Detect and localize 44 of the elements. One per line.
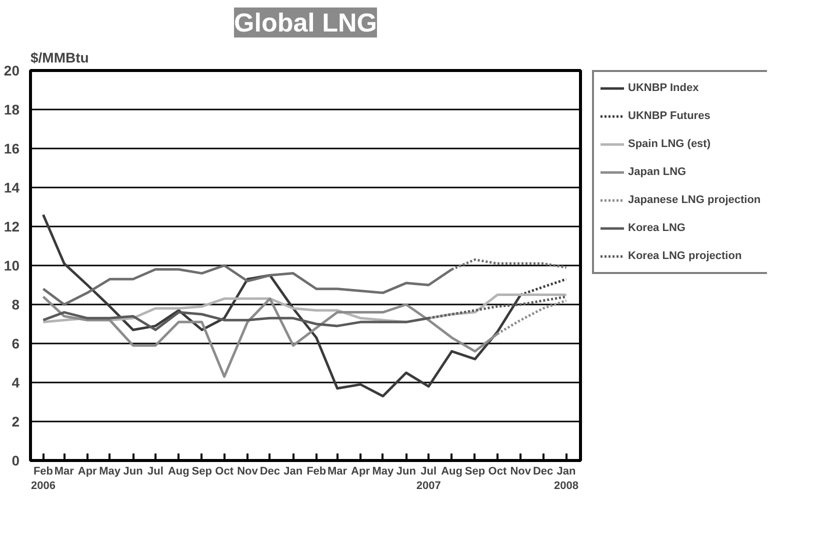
y-tick-label: 20 [4, 62, 20, 78]
x-tick-label: Jul 2007 [416, 466, 441, 492]
x-tick-label: Nov [237, 466, 259, 478]
x-tick-label: Aug [168, 466, 190, 478]
x-tick-label: Dec [260, 466, 280, 478]
x-tick-label: Feb [306, 466, 326, 478]
x-tick-label: May [372, 466, 395, 478]
x-tick-label: Apr [351, 466, 371, 478]
y-tick-label: 14 [4, 180, 20, 196]
legend-label: UKNBP Index [628, 82, 699, 94]
x-tick-label: Nov [510, 466, 532, 478]
y-tick-label: 4 [12, 374, 20, 390]
x-tick-label: Mar [54, 466, 75, 478]
y-tick-label: 0 [12, 452, 20, 468]
x-tick-label: Dec [532, 466, 554, 478]
y-tick-label: 6 [12, 336, 20, 352]
y-tick-label: 10 [4, 258, 20, 274]
x-tick-label: Aug [441, 466, 462, 478]
x-tick-label: Jan 2008 [554, 466, 579, 492]
x-tick-label: Jul [148, 466, 164, 478]
y-axis-title: $/MMBtu [30, 50, 89, 66]
legend-label: Korea LNG [628, 222, 686, 234]
legend-label: Korea LNG projection [628, 250, 742, 262]
y-tick-label: 8 [12, 296, 20, 312]
x-tick-label: Sep [464, 466, 486, 478]
y-tick-label: 16 [4, 140, 20, 156]
x-tick-label: Jun [396, 466, 416, 478]
chart-title: Global LNG [234, 8, 377, 38]
x-tick-label: Oct [215, 466, 234, 478]
legend-label: UKNBP Futures [628, 110, 710, 122]
legend-label: Japan LNG [628, 166, 686, 178]
x-tick-label: May [99, 466, 122, 478]
x-tick-label: Jan [284, 466, 303, 478]
x-tick-label: Mar [328, 466, 348, 478]
x-tick-label: Jun [123, 466, 144, 478]
legend-label: Japanese LNG projection [628, 194, 761, 206]
legend-label: Spain LNG (est) [628, 138, 711, 150]
x-tick-label: Feb 2006 [30, 466, 56, 492]
x-tick-label: Sep [192, 466, 212, 478]
x-tick-label: Apr [78, 466, 98, 478]
y-tick-label: 12 [4, 218, 20, 234]
y-tick-label: 18 [4, 102, 20, 118]
x-tick-label: Oct [488, 466, 507, 478]
y-tick-label: 2 [12, 414, 20, 430]
